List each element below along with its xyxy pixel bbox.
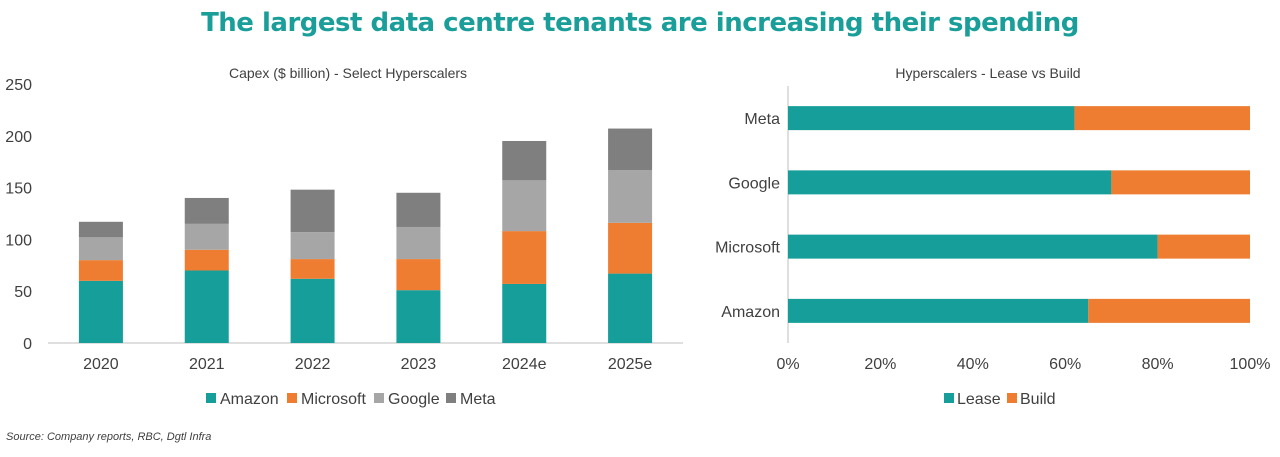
lease-y-tick-label: Microsoft [715, 240, 780, 257]
capex-legend-label: Meta [460, 391, 496, 408]
capex-bar-google [78, 237, 123, 261]
capex-x-tick-label: 2022 [295, 356, 331, 373]
capex-bar-google [396, 226, 441, 260]
lease-legend-swatch-lease [944, 393, 954, 403]
capex-y-tick-label: 100 [5, 232, 32, 249]
capex-bar-google [502, 180, 547, 232]
capex-bar-microsoft [396, 259, 441, 291]
lease-x-tick-label: 60% [1049, 356, 1081, 373]
page-title: The largest data centre tenants are incr… [201, 8, 1079, 38]
capex-bar-amazon [502, 283, 547, 343]
lease-x-tick-label: 40% [957, 356, 989, 373]
capex-bar-amazon [396, 290, 441, 343]
lease-legend-label: Build [1020, 391, 1056, 408]
lease-bar-lease [788, 234, 1158, 259]
lease-bar-build [1074, 106, 1250, 131]
capex-bar-meta [290, 189, 335, 233]
capex-x-tick-label: 2020 [83, 356, 119, 373]
lease-x-tick-label: 0% [776, 356, 799, 373]
capex-y-tick-label: 0 [23, 336, 32, 353]
lease-legend-label: Lease [957, 391, 1001, 408]
capex-bar-google [608, 169, 653, 223]
capex-x-tick-label: 2024e [502, 356, 547, 373]
lease-bar-lease [788, 106, 1075, 131]
capex-bar-meta [608, 128, 653, 170]
capex-bar-google [290, 232, 335, 260]
capex-bar-amazon [290, 278, 335, 343]
capex-legend-label: Google [388, 391, 440, 408]
capex-bar-microsoft [608, 222, 653, 274]
capex-bar-amazon [608, 273, 653, 343]
lease-y-tick-label: Meta [744, 111, 780, 128]
capex-y-tick-label: 250 [5, 77, 32, 94]
capex-y-tick-label: 200 [5, 129, 32, 146]
capex-bar-microsoft [290, 259, 335, 279]
capex-legend-label: Microsoft [301, 391, 366, 408]
capex-bar-meta [502, 140, 547, 181]
capex-x-tick-label: 2021 [189, 356, 225, 373]
lease-x-tick-label: 100% [1230, 356, 1271, 373]
capex-legend-swatch-amazon [206, 393, 216, 403]
capex-x-tick-label: 2025e [608, 356, 653, 373]
lease-legend-swatch-build [1007, 393, 1017, 403]
capex-legend-swatch-google [374, 393, 384, 403]
capex-bar-meta [396, 192, 441, 227]
capex-bar-microsoft [502, 231, 547, 284]
capex-bar-microsoft [78, 260, 123, 281]
capex-legend-swatch-meta [446, 393, 456, 403]
capex-bar-amazon [78, 280, 123, 343]
lease-bar-build [1088, 298, 1250, 323]
lease-x-tick-label: 80% [1142, 356, 1174, 373]
capex-bar-meta [78, 221, 123, 238]
capex-legend-swatch-microsoft [287, 393, 297, 403]
capex-x-tick-label: 2023 [401, 356, 437, 373]
capex-y-tick-label: 50 [14, 284, 32, 301]
capex-legend-label: Amazon [220, 391, 279, 408]
lease-bar-build [1111, 170, 1250, 195]
capex-bar-google [184, 223, 229, 250]
capex-y-tick-label: 150 [5, 181, 32, 198]
lease-x-tick-label: 20% [864, 356, 896, 373]
capex-bar-meta [184, 197, 229, 224]
lease-chart-title: Hyperscalers - Lease vs Build [895, 65, 1080, 81]
capex-bar-amazon [184, 270, 229, 343]
lease-y-tick-label: Google [728, 175, 780, 192]
lease-bar-lease [788, 170, 1112, 195]
capex-chart-title: Capex ($ billion) - Select Hyperscalers [229, 65, 467, 81]
lease-y-tick-label: Amazon [721, 304, 780, 321]
lease-bar-build [1157, 234, 1250, 259]
source-note: Source: Company reports, RBC, Dgtl Infra [6, 431, 212, 443]
capex-bar-microsoft [184, 249, 229, 271]
lease-bar-lease [788, 298, 1089, 323]
